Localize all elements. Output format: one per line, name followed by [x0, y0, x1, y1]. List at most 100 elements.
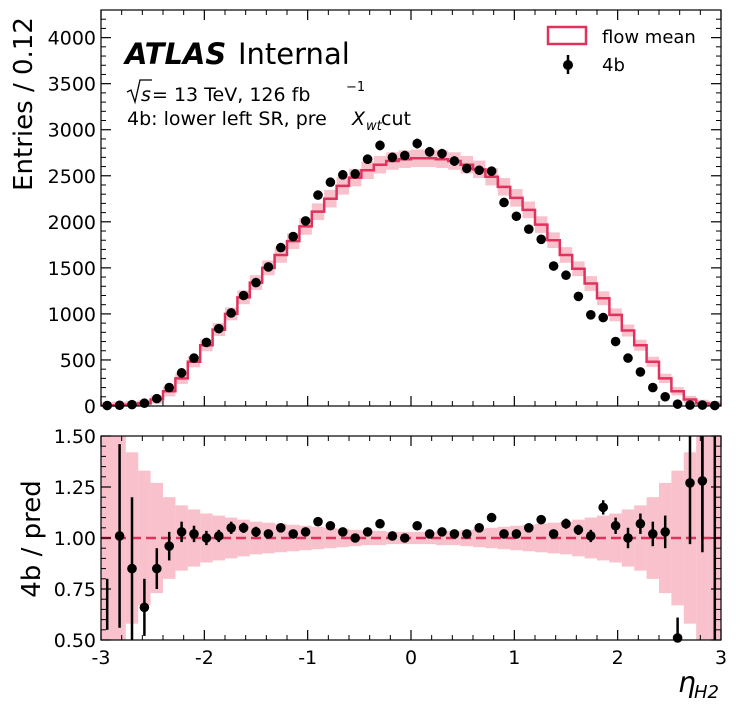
- ratio-point: [561, 518, 571, 529]
- ratio-point: [462, 529, 472, 539]
- ratio-data-points: [105, 436, 717, 643]
- data-point: [251, 277, 261, 288]
- data-point: [238, 290, 249, 301]
- data-point: [176, 368, 187, 378]
- ratio-x-tick-label: 3: [715, 647, 727, 669]
- region-suffix: cut: [381, 108, 411, 130]
- ratio-point: [598, 502, 608, 513]
- ratio-point: [127, 563, 137, 574]
- data-point: [524, 224, 534, 234]
- ratio-point: [201, 533, 212, 543]
- ratio-point: [586, 531, 596, 541]
- y-tick-label: 0: [84, 396, 96, 418]
- data-point: [412, 138, 423, 149]
- ratio-point: [350, 533, 361, 543]
- data-point: [375, 140, 385, 151]
- y-tick-label: 4000: [48, 28, 96, 50]
- ratio-point: [226, 523, 236, 533]
- legend-label-4b: 4b: [602, 55, 625, 76]
- legend-marker-4b: [563, 60, 573, 70]
- ratio-y-tick-label: 1.50: [54, 426, 96, 448]
- ratio-point: [499, 529, 509, 539]
- ratio-point: [288, 529, 299, 539]
- data-point: [338, 170, 348, 180]
- ratio-point: [164, 541, 174, 551]
- data-point: [437, 148, 447, 159]
- main-plot-frame: [100, 9, 722, 407]
- data-point: [325, 177, 336, 188]
- data-point: [362, 154, 373, 164]
- data-point: [424, 147, 435, 157]
- region-variable: X: [351, 108, 366, 130]
- ratio-point: [524, 523, 534, 533]
- ratio-axis-ticks: 0.50 0.75 1.00 1.25 1.50 -3 -2 -1 0 1 2 3: [54, 426, 727, 669]
- ratio-point: [536, 514, 546, 525]
- ratio-band-bin: [138, 470, 151, 606]
- y-tick-label: 3500: [48, 74, 96, 96]
- ratio-plot-frame: [100, 435, 722, 641]
- lumi-exponent: −1: [346, 80, 365, 95]
- ratio-point: [338, 527, 348, 537]
- data-point: [598, 312, 608, 323]
- ratio-point: [685, 478, 695, 488]
- y-tick-label: 2500: [48, 166, 96, 188]
- data-point: [263, 262, 274, 272]
- y-tick-label: 500: [60, 350, 96, 372]
- ratio-y-tick-label: 1.25: [54, 477, 96, 499]
- flow-mean-step-line: [101, 157, 721, 407]
- data-point: [499, 197, 509, 208]
- data-point: [400, 150, 410, 161]
- ratio-point: [251, 527, 261, 537]
- energy-variable: s: [141, 84, 151, 106]
- ratio-point: [375, 518, 385, 529]
- ratio-point: [238, 523, 249, 533]
- ratio-point: [623, 533, 633, 543]
- data-point: [635, 367, 646, 377]
- ratio-point: [214, 531, 224, 541]
- y-tick-label: 2000: [48, 212, 96, 234]
- data-point: [350, 169, 361, 179]
- data-point: [672, 399, 683, 409]
- flow-mean-uncertainty-band: [101, 149, 721, 406]
- ratio-x-tick-label: 1: [508, 647, 520, 669]
- data-point: [214, 323, 224, 334]
- x-axis-label: η H2: [678, 666, 719, 703]
- ratio-point: [313, 516, 323, 527]
- ratio-y-tick-label: 0.50: [54, 630, 96, 652]
- legend-label-flow-mean: flow mean: [602, 27, 696, 48]
- internal-label: Internal: [238, 37, 350, 71]
- data-point: [586, 310, 596, 320]
- data-point: [276, 242, 286, 253]
- data-point: [660, 391, 670, 402]
- ratio-panel: 0.50 0.75 1.00 1.25 1.50 -3 -2 -1 0 1 2 3: [54, 426, 727, 669]
- energy-text: = 13 TeV, 126 fb: [152, 84, 310, 106]
- flow-mean-histogram: [101, 157, 721, 407]
- ratio-point: [648, 529, 658, 539]
- data-point: [201, 337, 212, 348]
- legend-swatch-flow-mean: [546, 25, 588, 46]
- main-y-axis-label: Entries / 0.12: [9, 17, 39, 191]
- ratio-point: [387, 531, 398, 541]
- ratio-point: [362, 527, 373, 537]
- ratio-point: [660, 527, 670, 537]
- ratio-point: [400, 533, 410, 543]
- sqrt-symbol: [126, 79, 152, 105]
- data-point: [536, 234, 546, 245]
- ratio-point: [300, 527, 311, 537]
- data-point: [548, 261, 559, 271]
- ratio-point: [474, 523, 485, 533]
- legend: flow mean 4b: [546, 25, 696, 76]
- ratio-point: [548, 529, 559, 539]
- data-point: [114, 400, 125, 411]
- ratio-point: [486, 512, 497, 523]
- y-tick-label: 1000: [48, 304, 96, 326]
- ratio-y-tick-label: 0.75: [54, 579, 96, 601]
- data-point: [313, 190, 323, 200]
- ratio-point: [176, 527, 187, 537]
- region-variable-subscript: wt: [366, 119, 383, 134]
- y-tick-label: 1500: [48, 258, 96, 280]
- ratio-point: [263, 529, 274, 539]
- data-point: [561, 270, 571, 281]
- ratio-point: [189, 529, 199, 539]
